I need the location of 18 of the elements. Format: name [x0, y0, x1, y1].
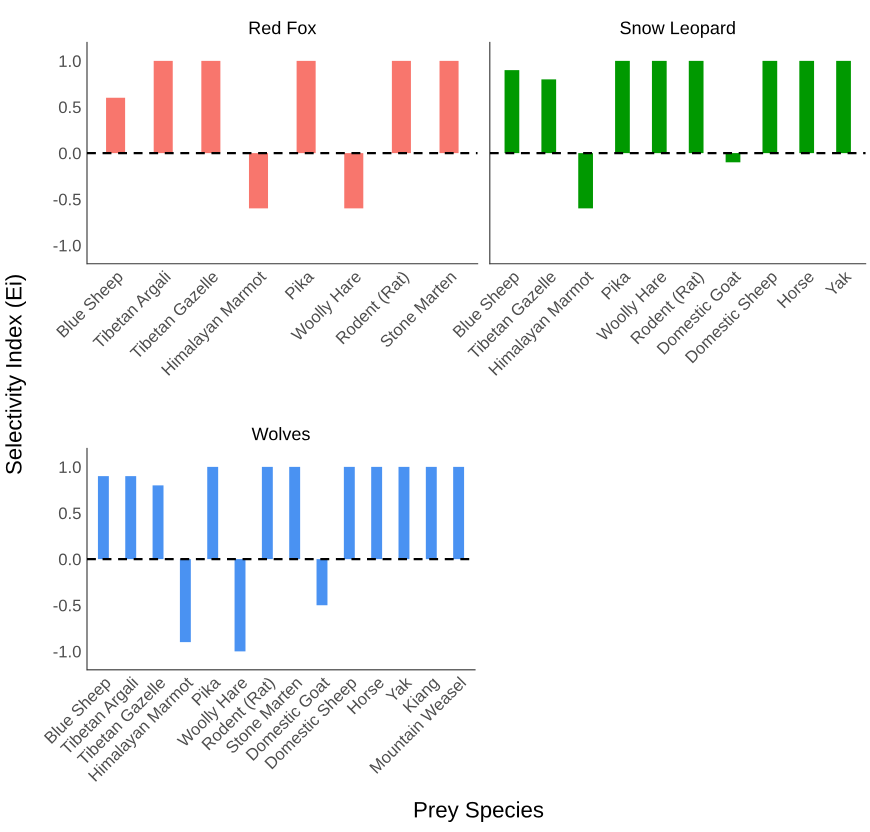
y-tick-label: -0.5	[53, 600, 81, 612]
y-tick-label: -0.5	[53, 194, 81, 206]
chart-title: Snow Leopard	[620, 21, 735, 38]
chart-title: Wolves	[252, 427, 310, 440]
y-tick-label: 1.0	[60, 55, 81, 68]
chart-title: Red Fox	[250, 21, 316, 34]
y-tick-label: -1.0	[53, 240, 81, 252]
y-tick-label: -1.0	[53, 646, 81, 658]
x-tick-label: Yak	[824, 269, 852, 298]
y-tick-label: 1.0	[60, 461, 81, 474]
y-tick-label: 0.5	[58, 507, 81, 520]
y-tick-label: 0.0	[58, 147, 81, 160]
x-tick-label: Pika	[600, 269, 632, 300]
y-tick-label: 0.5	[58, 101, 81, 114]
x-tick-label: Pika	[284, 269, 315, 300]
y-axis-title: Selectivity Index (Ei)	[5, 275, 26, 474]
x-axis-title: Prey Species	[414, 801, 544, 822]
y-tick-label: 0.0	[58, 554, 81, 566]
